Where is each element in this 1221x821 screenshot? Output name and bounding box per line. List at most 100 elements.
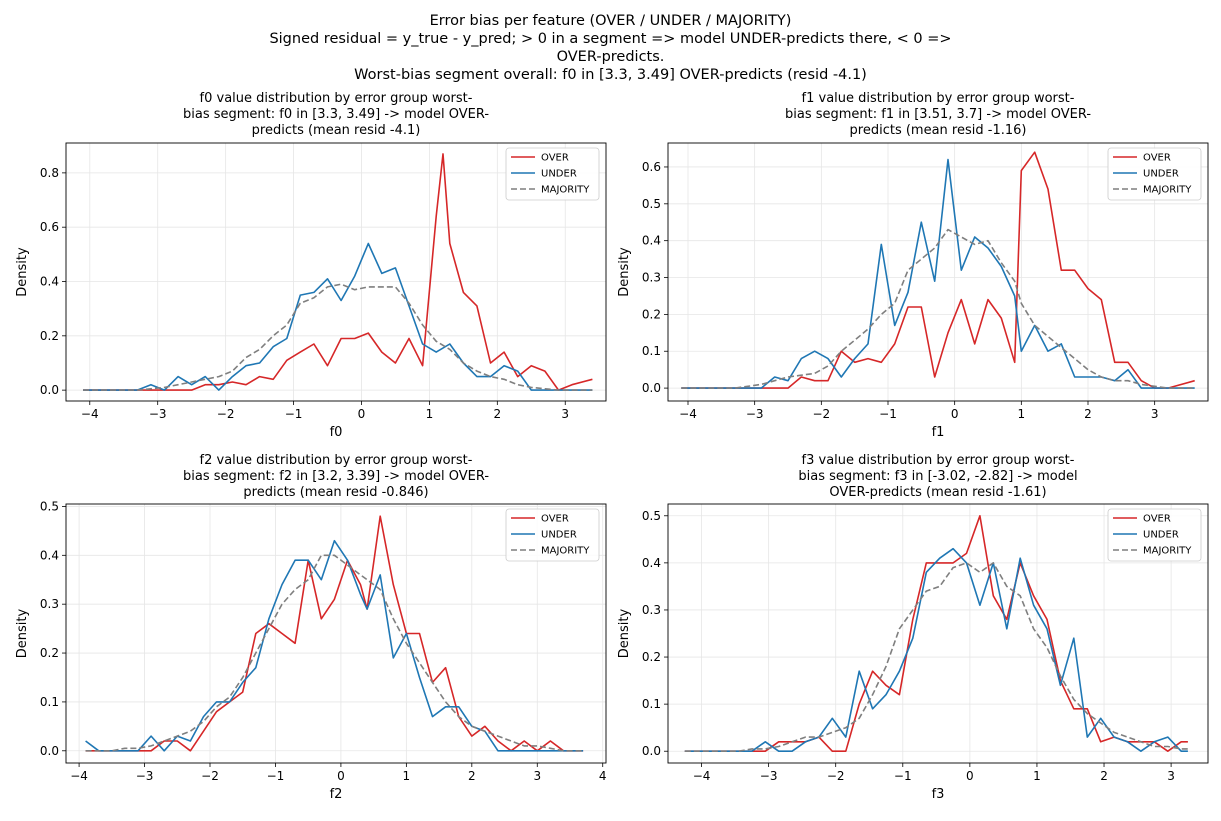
- y-tick-label: 0.4: [642, 556, 661, 570]
- legend-label-over: OVER: [1143, 514, 1171, 525]
- legend-label-over: OVER: [1143, 153, 1171, 164]
- y-tick-label: 0.2: [40, 646, 59, 660]
- y-tick-label: 0.1: [642, 344, 661, 358]
- x-tick-label: 1: [1018, 407, 1026, 421]
- x-axis-label: f0: [330, 425, 343, 440]
- x-tick-label: 1: [403, 769, 411, 783]
- y-axis-label: Density: [15, 608, 30, 658]
- y-tick-label: 0.6: [40, 220, 59, 234]
- legend-label-under: UNDER: [541, 530, 577, 541]
- x-tick-label: 0: [966, 769, 974, 783]
- legend-label-majority: MAJORITY: [1143, 546, 1192, 557]
- series-line-under: [85, 539, 584, 752]
- x-tick-label: 0: [951, 407, 959, 421]
- x-tick-label: −3: [149, 407, 167, 421]
- plot-frame: [667, 142, 1209, 402]
- y-tick-label: 0.5: [642, 509, 661, 523]
- x-tick-label: 0: [337, 769, 345, 783]
- plot-frame: [65, 503, 607, 764]
- y-tick-label: 0.4: [40, 548, 59, 562]
- y-tick-label: 0.0: [40, 383, 59, 397]
- series-line-over: [85, 515, 584, 752]
- panel-title-f3: f3 value distribution by error group wor…: [668, 453, 1208, 501]
- series-line-majority: [83, 283, 593, 391]
- y-tick-label: 0.5: [642, 197, 661, 211]
- plot-frame: [667, 503, 1209, 764]
- y-tick-label: 0.0: [642, 381, 661, 395]
- legend-label-majority: MAJORITY: [1143, 185, 1192, 196]
- y-tick-label: 0.4: [642, 234, 661, 248]
- series-line-under: [681, 158, 1195, 389]
- x-tick-label: −4: [693, 769, 711, 783]
- suptitle-line-1: Error bias per feature (OVER / UNDER / M…: [429, 13, 792, 29]
- panel-title-line: bias segment: f0 in [3.3, 3.49] -> model…: [182, 107, 490, 122]
- y-tick-label: 0.0: [642, 744, 661, 758]
- x-axis-label: f1: [932, 425, 945, 440]
- series-line-over: [684, 514, 1188, 753]
- x-tick-label: 1: [1033, 769, 1041, 783]
- legend-box: [505, 147, 600, 201]
- legend-label-under: UNDER: [1143, 530, 1179, 541]
- x-axis-label: f2: [330, 787, 343, 802]
- series-line-majority: [85, 554, 584, 752]
- panel-title-line: bias segment: f2 in [3.2, 3.39] -> model…: [182, 469, 490, 484]
- panel-title-line: f0 value distribution by error group wor…: [199, 91, 473, 106]
- series-line-over: [83, 153, 593, 391]
- x-tick-label: −4: [679, 407, 697, 421]
- x-tick-label: −2: [812, 407, 830, 421]
- x-tick-label: −1: [879, 407, 897, 421]
- legend-label-majority: MAJORITY: [541, 546, 590, 557]
- series-line-majority: [684, 562, 1188, 753]
- y-tick-label: 0.1: [642, 697, 661, 711]
- suptitle-line-4: Worst-bias segment overall: f0 in [3.3, …: [354, 67, 867, 83]
- legend-label-under: UNDER: [1143, 169, 1179, 180]
- panel-title-f2: f2 value distribution by error group wor…: [66, 453, 606, 501]
- panel-title-line: predicts (mean resid -4.1): [251, 123, 421, 138]
- x-tick-label: 4: [599, 769, 607, 783]
- y-tick-label: 0.1: [40, 695, 59, 709]
- x-tick-label: 0: [358, 407, 366, 421]
- legend-box: [505, 508, 600, 562]
- x-axis-label: f3: [932, 787, 945, 802]
- x-tick-label: 3: [1167, 769, 1175, 783]
- y-tick-label: 0.5: [40, 499, 59, 513]
- x-tick-label: 3: [1151, 407, 1159, 421]
- y-tick-label: 0.3: [642, 603, 661, 617]
- series-line-majority: [681, 228, 1195, 389]
- y-tick-label: 0.0: [40, 744, 59, 758]
- x-tick-label: −1: [267, 769, 285, 783]
- y-tick-label: 0.3: [40, 597, 59, 611]
- figure-suptitle: Error bias per feature (OVER / UNDER / M…: [0, 12, 1221, 84]
- panel-title-line: bias segment: f1 in [3.51, 3.7] -> model…: [784, 107, 1092, 122]
- y-tick-label: 0.2: [40, 329, 59, 343]
- panel-title-line: f2 value distribution by error group wor…: [199, 453, 473, 468]
- x-tick-label: −4: [70, 769, 88, 783]
- x-tick-label: −2: [201, 769, 219, 783]
- legend-label-under: UNDER: [541, 169, 577, 180]
- y-tick-label: 0.6: [642, 160, 661, 174]
- x-tick-label: −3: [760, 769, 778, 783]
- x-tick-label: −3: [746, 407, 764, 421]
- y-tick-label: 0.4: [40, 275, 59, 289]
- panel-title-f1: f1 value distribution by error group wor…: [668, 91, 1208, 139]
- panel-title-line: predicts (mean resid -1.16): [849, 123, 1027, 138]
- y-tick-label: 0.8: [40, 166, 59, 180]
- legend-box: [1107, 508, 1202, 562]
- legend-box: [1107, 147, 1202, 201]
- panel-title-f0: f0 value distribution by error group wor…: [66, 91, 606, 139]
- panel-title-line: predicts (mean resid -0.846): [243, 485, 429, 500]
- legend-label-over: OVER: [541, 514, 569, 525]
- x-tick-label: 2: [1100, 769, 1108, 783]
- y-tick-label: 0.3: [642, 271, 661, 285]
- panel-title-line: f3 value distribution by error group wor…: [801, 453, 1075, 468]
- x-tick-label: 1: [426, 407, 434, 421]
- x-tick-label: 3: [561, 407, 569, 421]
- x-tick-label: −2: [827, 769, 845, 783]
- suptitle-line-3: OVER-predicts.: [556, 49, 665, 65]
- x-tick-label: −2: [217, 407, 235, 421]
- y-axis-label: Density: [617, 247, 632, 297]
- legend-label-over: OVER: [541, 153, 569, 164]
- panel-title-line: f1 value distribution by error group wor…: [801, 91, 1075, 106]
- x-tick-label: 2: [494, 407, 502, 421]
- x-tick-label: −1: [894, 769, 912, 783]
